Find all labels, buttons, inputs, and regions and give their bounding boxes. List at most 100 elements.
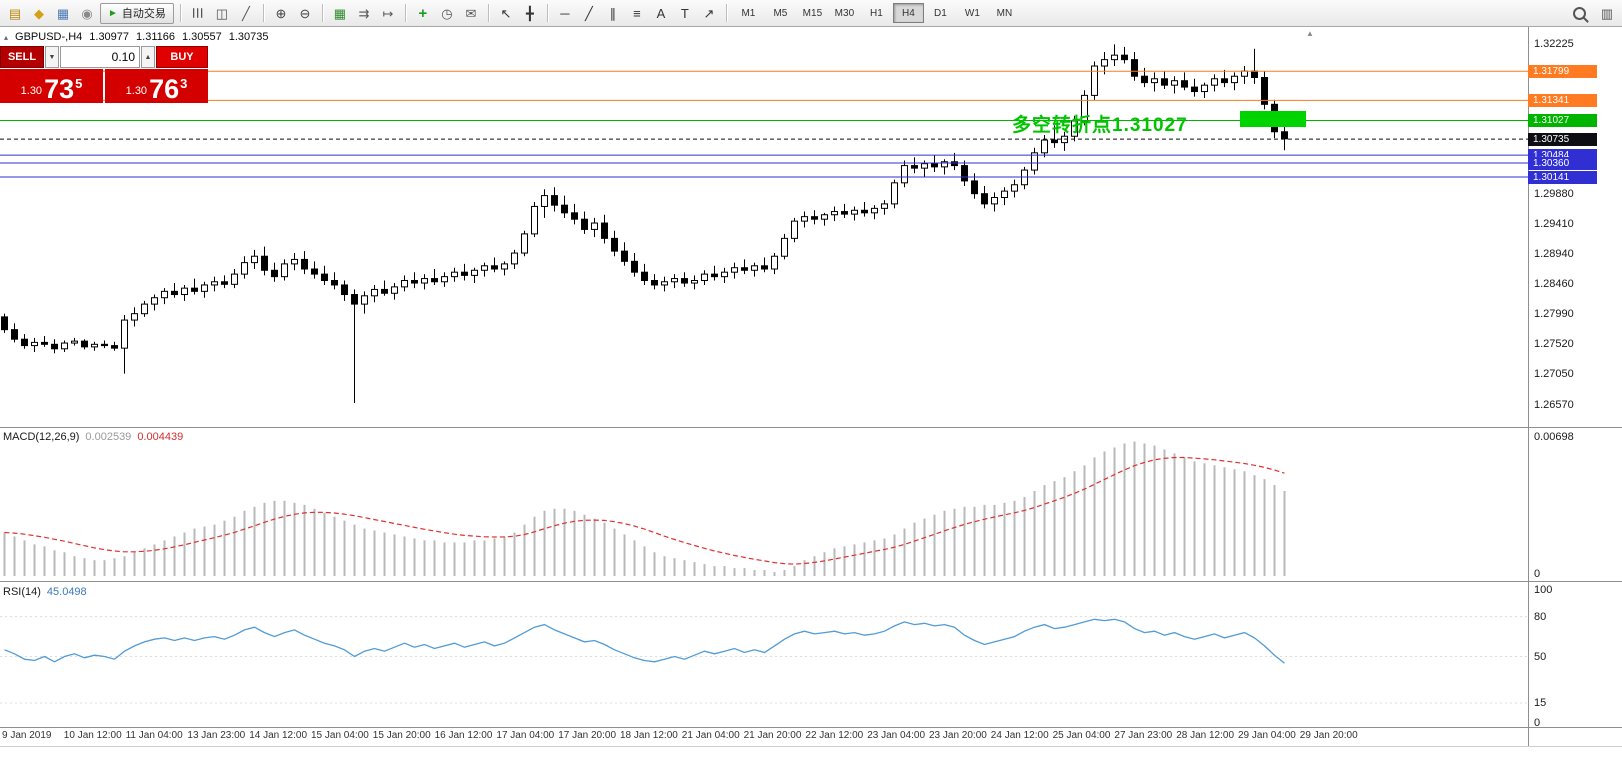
new-window-icon[interactable]: ▥ (1600, 5, 1614, 21)
time-axis-label: 17 Jan 04:00 (496, 730, 555, 741)
time-axis-label: 28 Jan 12:00 (1176, 730, 1235, 741)
indicators-icon[interactable]: + (418, 4, 428, 22)
pivot-annotation: 多空转折点1.31027 (1012, 115, 1188, 136)
time-axis-label: 21 Jan 04:00 (681, 730, 740, 741)
trendline-tool-icon[interactable]: ╱ (584, 5, 593, 21)
time-axis-label: 23 Jan 20:00 (929, 730, 987, 741)
macd-panel-canvas[interactable] (0, 428, 1528, 581)
templates-icon[interactable]: ✉ (465, 5, 477, 21)
price-axis-tick: 1.27990 (1534, 308, 1574, 321)
macd-signal-value: 0.004439 (137, 431, 184, 443)
toolbar-separator (179, 4, 181, 22)
toolbar: ▤ ◆ ▦ ◉ ► 自动交易 ☰ ◫ ╱ ⊕ ⊖ ▦ ⇉ ↦ + ◷ ✉ ↖ ╋ ─ ╱ ∥ ≡ A T ↗ M1 M5 M15 M30 H… (0, 0, 1622, 27)
label-tool-icon[interactable]: T (680, 5, 689, 21)
time-axis-label: 17 Jan 20:00 (558, 730, 617, 741)
lot-increase-button[interactable]: ▲ (141, 46, 155, 68)
rsi-name: RSI(14) (3, 586, 41, 598)
time-axis-label: 9 Jan 2019 (2, 730, 52, 741)
price-axis-tick: 1.32225 (1534, 38, 1574, 50)
zoom-in-icon[interactable]: ⊕ (275, 5, 287, 21)
buy-price-handle: 1.30 (125, 85, 148, 97)
price-axis-tick: 1.27050 (1534, 368, 1574, 381)
cursor-icon[interactable]: ↖ (500, 5, 512, 21)
sell-price-handle: 1.30 (20, 85, 43, 97)
rsi-axis-tick: 0 (1534, 717, 1541, 729)
time-axis-separator (0, 727, 1622, 728)
timeframe-button-D1[interactable]: D1 (934, 7, 947, 19)
buy-price-display[interactable]: 1.30 76 3 (105, 69, 208, 103)
price-axis-tick: 1.28940 (1534, 247, 1574, 260)
time-axis-label: 29 Jan 04:00 (1238, 730, 1296, 741)
timeframe-button-H4[interactable]: H4 (892, 3, 924, 23)
toolbar-separator (546, 4, 548, 22)
rsi-panel-canvas[interactable] (0, 583, 1528, 727)
price-level-label[interactable]: 1.30141 (1528, 170, 1597, 184)
timeframe-button-H1[interactable]: H1 (870, 7, 883, 19)
price-level-label[interactable]: 1.31027 (1528, 113, 1597, 127)
price-level-label[interactable]: 1.31341 (1528, 93, 1597, 107)
navigator-icon[interactable]: ◉ (81, 5, 93, 21)
timeframe-button-W1[interactable]: W1 (964, 7, 980, 19)
periods-icon[interactable]: ◷ (441, 5, 453, 21)
panel-separator[interactable] (0, 427, 1622, 428)
time-axis-label: 11 Jan 04:00 (125, 730, 183, 741)
timeframe-button-M30[interactable]: M30 (834, 7, 855, 19)
arrows-tool-icon[interactable]: ↗ (703, 5, 715, 21)
price-level-label[interactable]: 1.30735 (1528, 132, 1597, 146)
profiles-icon[interactable]: ◆ (34, 5, 44, 21)
text-tool-icon[interactable]: A (656, 5, 666, 21)
time-axis-label: 18 Jan 12:00 (620, 730, 678, 741)
market-watch-icon[interactable]: ▦ (56, 5, 70, 21)
time-axis-label: 14 Jan 12:00 (249, 730, 308, 741)
scroll-to-end-marker[interactable]: ▲ (1306, 29, 1314, 38)
sell-price-display[interactable]: 1.30 73 5 (0, 69, 103, 103)
rsi-axis-tick: 50 (1534, 650, 1547, 663)
new-order-icon[interactable]: ▤ (8, 5, 22, 21)
autotrading-play-icon: ► (108, 7, 118, 19)
toolbar-separator (262, 4, 264, 22)
candlestick-type-icon[interactable]: ◫ (215, 5, 229, 21)
time-axis-label: 15 Jan 20:00 (372, 730, 431, 741)
timeframe-button-M5[interactable]: M5 (773, 7, 788, 19)
window-bottom-edge (0, 746, 1622, 747)
tile-windows-icon[interactable]: ▦ (333, 5, 347, 21)
time-axis-label: 21 Jan 20:00 (743, 730, 802, 741)
rsi-axis-tick: 80 (1534, 610, 1547, 623)
zoom-out-icon[interactable]: ⊖ (299, 5, 311, 21)
timeframe-button-M15[interactable]: M15 (802, 7, 823, 19)
price-axis[interactable]: 1.32225 1.29880 1.29410 1.28940 1.28460 1.279… (1528, 0, 1622, 767)
rsi-axis-tick: 15 (1534, 697, 1547, 710)
toolbar-separator (725, 4, 727, 22)
bar-chart-type-icon[interactable]: ☰ (190, 7, 206, 19)
sell-price-big: 73 (44, 73, 75, 104)
macd-main-value: 0.002539 (85, 431, 132, 443)
macd-name: MACD(12,26,9) (3, 431, 80, 443)
lot-dropdown-button[interactable]: ▼ (45, 46, 59, 68)
channel-tool-icon[interactable]: ∥ (609, 5, 617, 21)
fibonacci-tool-icon[interactable]: ≡ (633, 5, 641, 21)
lot-size-input[interactable] (60, 46, 140, 68)
buy-button[interactable]: BUY (156, 46, 208, 68)
price-level-label[interactable]: 1.31799 (1528, 64, 1597, 78)
chart-shift-icon[interactable]: ↦ (382, 5, 394, 21)
price-axis-tick: 1.28460 (1534, 278, 1574, 291)
chart-high-value: 1.31166 (136, 31, 175, 43)
buy-price-pip: 3 (180, 76, 188, 91)
auto-scroll-icon[interactable]: ⇉ (358, 5, 370, 21)
price-level-label[interactable]: 1.30360 (1528, 156, 1597, 170)
macd-axis-tick: 0.00698 (1534, 431, 1574, 443)
horizontal-line-tool-icon[interactable]: ─ (560, 5, 570, 21)
panel-separator[interactable] (0, 581, 1622, 582)
crosshair-icon[interactable]: ╋ (525, 5, 534, 21)
time-axis[interactable]: 9 Jan 2019 10 Jan 12:00 11 Jan 04:00 13 Jan… (0, 729, 1528, 745)
line-chart-type-icon[interactable]: ╱ (241, 5, 250, 21)
search-icon[interactable] (1573, 6, 1586, 20)
sell-button[interactable]: SELL (0, 46, 44, 68)
timeframe-button-MN[interactable]: MN (996, 7, 1013, 19)
rsi-axis-tick: 100 (1534, 584, 1553, 596)
autotrading-button[interactable]: ► 自动交易 (100, 2, 174, 24)
pivot-highlight-rect[interactable] (1240, 111, 1306, 127)
timeframe-button-M1[interactable]: M1 (741, 7, 756, 19)
price-chart-canvas[interactable] (0, 28, 1528, 427)
